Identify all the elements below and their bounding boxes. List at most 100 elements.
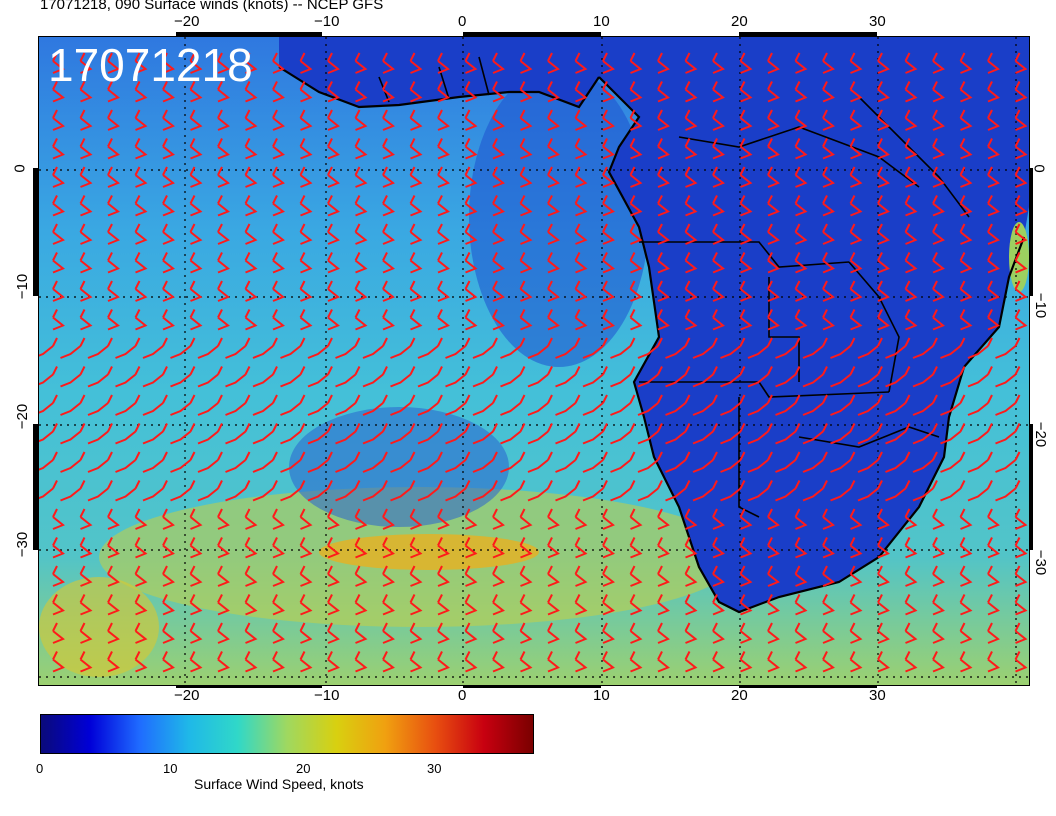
wind-barb <box>299 651 313 673</box>
wind-barb <box>492 166 505 188</box>
wind-barb <box>107 537 120 559</box>
wind-barb <box>555 451 581 473</box>
wind-barb <box>390 394 416 416</box>
wind-barb <box>299 109 313 131</box>
wind-barb <box>225 337 251 359</box>
wind-barb <box>747 337 773 359</box>
wind-barb <box>79 138 93 160</box>
wind-barb <box>79 252 93 274</box>
axis-bar <box>463 32 601 37</box>
wind-barb <box>1014 223 1028 245</box>
wind-barb <box>547 309 560 331</box>
wind-barb <box>382 52 395 74</box>
wind-barb <box>272 195 285 217</box>
wind-barb <box>904 166 918 188</box>
wind-barb <box>1014 52 1028 74</box>
wind-barb <box>1014 508 1028 530</box>
wind-barb <box>189 81 203 103</box>
wind-barb <box>802 423 828 445</box>
wind-barb <box>629 508 643 530</box>
wind-barb <box>684 594 698 616</box>
wind-barb <box>437 594 450 616</box>
wind-barb <box>327 252 340 274</box>
wind-barb <box>959 81 973 103</box>
wind-barb <box>940 480 966 502</box>
wind-barb <box>940 451 966 473</box>
wind-barb <box>629 280 643 302</box>
wind-barb <box>409 223 423 245</box>
wind-barb <box>107 280 120 302</box>
wind-barb <box>739 223 753 245</box>
wind-barb <box>684 565 698 587</box>
wind-barb <box>1014 622 1028 644</box>
wind-barb <box>849 651 863 673</box>
wind-barb <box>500 366 526 388</box>
wind-barb <box>802 337 828 359</box>
wind-barb <box>959 138 973 160</box>
wind-barb <box>189 280 203 302</box>
wind-barb <box>822 309 835 331</box>
wind-barb <box>417 423 443 445</box>
wind-barb <box>657 508 670 530</box>
wind-barb <box>437 508 450 530</box>
wind-barb <box>802 480 828 502</box>
wind-barb <box>362 337 388 359</box>
wind-barb <box>967 480 993 502</box>
wind-barb <box>244 195 258 217</box>
wind-barb <box>52 166 65 188</box>
wind-barb <box>382 138 395 160</box>
wind-barb <box>794 565 808 587</box>
wind-barb <box>995 451 1021 473</box>
wind-barb <box>464 537 478 559</box>
bottom-lon-tick: −10 <box>314 687 340 704</box>
wind-barb <box>217 565 230 587</box>
colorbar-tick: 30 <box>427 761 442 776</box>
wind-barb <box>134 252 148 274</box>
wind-barb <box>79 537 93 559</box>
date-overlay: 17071218 <box>48 39 253 91</box>
wind-barb <box>60 366 86 388</box>
wind-barb <box>822 223 835 245</box>
wind-barb <box>225 366 251 388</box>
wind-barb <box>382 565 395 587</box>
wind-barb <box>500 394 526 416</box>
wind-barb <box>692 423 718 445</box>
right-lat-tick: −30 <box>1032 549 1050 576</box>
wind-barb <box>382 622 395 644</box>
wind-barb <box>967 366 993 388</box>
wind-barb <box>390 423 416 445</box>
wind-barb <box>665 480 691 502</box>
wind-barb <box>574 280 588 302</box>
wind-barb <box>327 651 340 673</box>
wind-barb <box>519 651 533 673</box>
wind-barb <box>492 594 505 616</box>
wind-barb <box>409 166 423 188</box>
wind-barb <box>464 622 478 644</box>
wind-barb <box>107 138 120 160</box>
wind-barb <box>610 394 636 416</box>
wind-barb <box>1014 252 1028 274</box>
wind-barb <box>417 451 443 473</box>
wind-barb <box>354 52 368 74</box>
wind-barb <box>547 52 560 74</box>
wind-barb <box>464 594 478 616</box>
wind-barb <box>555 366 581 388</box>
wind-barb <box>225 480 251 502</box>
wind-barb <box>437 138 450 160</box>
wind-barb <box>657 195 670 217</box>
wind-barb <box>684 109 698 131</box>
wind-barb <box>244 223 258 245</box>
wind-barb <box>252 366 278 388</box>
wind-barb <box>492 537 505 559</box>
wind-barb <box>959 651 973 673</box>
wind-barb <box>390 366 416 388</box>
wind-barb <box>335 451 361 473</box>
wind-barb <box>904 537 918 559</box>
wind-barb <box>712 651 725 673</box>
wind-barb <box>52 565 65 587</box>
wind-barb <box>390 337 416 359</box>
wind-barb <box>692 337 718 359</box>
wind-barb <box>445 337 471 359</box>
wind-barb <box>932 508 945 530</box>
wind-barb <box>857 394 883 416</box>
